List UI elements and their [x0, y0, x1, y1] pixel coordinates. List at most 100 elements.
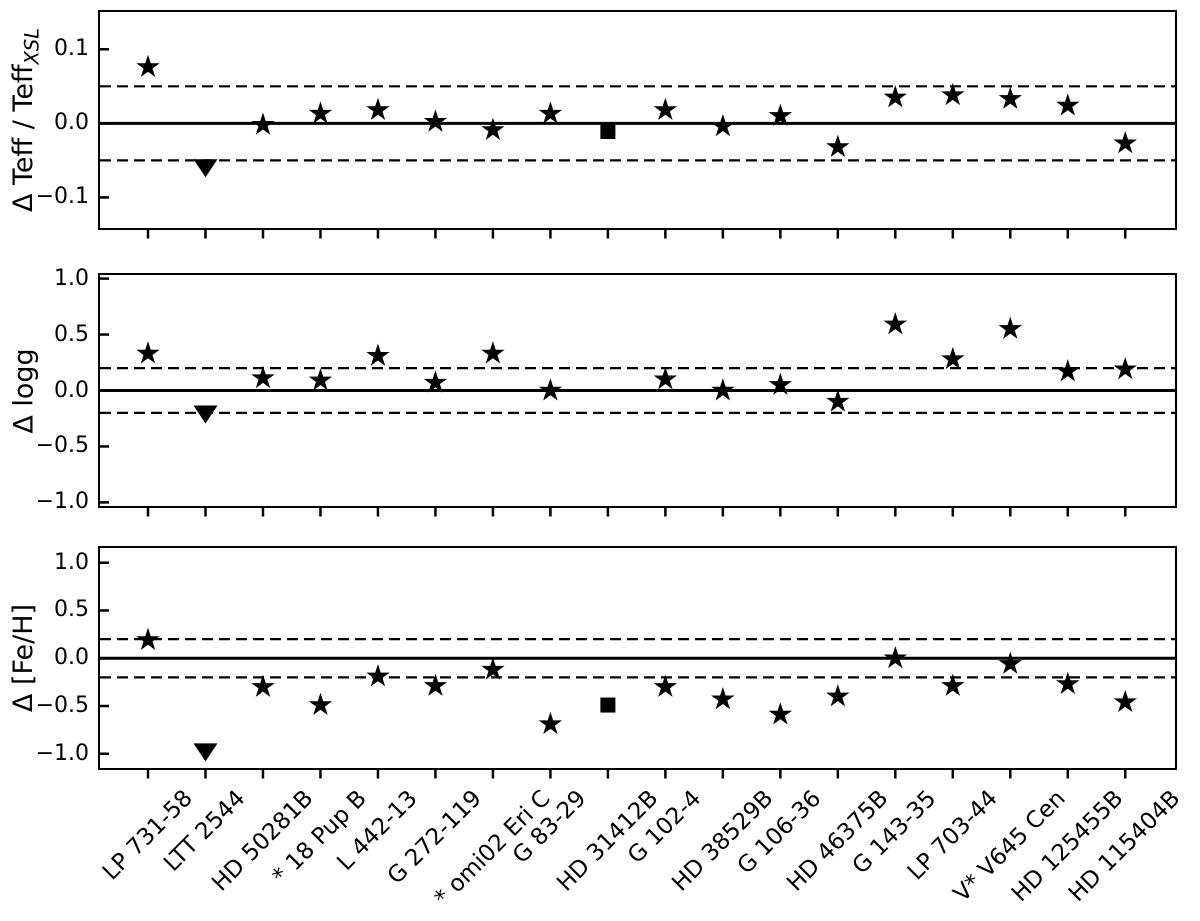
- marker-star: [826, 389, 850, 412]
- marker-star: [941, 346, 965, 370]
- x-tick-label: L 442-13: [332, 785, 423, 876]
- x-tick-label: LP 703-44: [902, 785, 1003, 886]
- marker-star: [481, 117, 505, 140]
- marker-star: [308, 368, 333, 391]
- marker-star: [251, 365, 275, 389]
- axes-spines: [98, 273, 1177, 508]
- x-tick-label: HD 46375B: [782, 785, 894, 897]
- marker-star: [136, 54, 160, 77]
- marker-star: [538, 711, 563, 735]
- panel-delta-feh: 1.0 0.5 0.0 −0.5 −1.0 Δ [Fe/H]: [8, 546, 1177, 779]
- axes-spines: [98, 546, 1177, 770]
- marker-star: [251, 674, 275, 697]
- x-tick-label: * 18 Pup B: [268, 785, 373, 890]
- marker-square: [600, 123, 616, 139]
- marker-star: [711, 687, 735, 710]
- plot-area-delta-teff: [98, 10, 1177, 239]
- y-tick-label: 0.5: [54, 321, 89, 347]
- y-axis-label-text: Δ logg: [8, 347, 40, 434]
- y-tick-label: 1.0: [54, 265, 89, 291]
- y-tick-label: 0.0: [54, 377, 89, 403]
- marker-star: [768, 702, 793, 725]
- marker-star: [481, 657, 505, 680]
- marker-star: [653, 97, 678, 120]
- x-tick-label: G 106-36: [732, 785, 827, 880]
- x-tick-label: G 102-4: [623, 785, 707, 869]
- marker-square: [600, 697, 616, 713]
- marker-star: [1113, 131, 1137, 154]
- y-axis-label-delta-logg: Δ logg: [8, 348, 40, 433]
- marker-star: [998, 316, 1022, 339]
- axes-spines: [98, 10, 1177, 230]
- y-tick-label: −0.5: [35, 693, 89, 718]
- y-tick-label: −1.0: [35, 489, 89, 515]
- marker-star: [251, 112, 275, 135]
- marker-star: [883, 85, 908, 108]
- marker-star: [308, 101, 333, 124]
- y-tick-label: 0.0: [54, 645, 89, 671]
- x-tick-label: HD 38529B: [667, 785, 779, 897]
- x-tick-label: HD 31412B: [552, 785, 664, 897]
- x-tick-label: * omi02 Eri C: [429, 785, 556, 912]
- x-tick-label: HD 115404B: [1064, 785, 1186, 908]
- y-tick-label: 0.5: [54, 597, 89, 623]
- marker-star: [1056, 671, 1080, 694]
- marker-star: [1113, 689, 1137, 713]
- marker-star: [538, 378, 563, 401]
- y-axis-label-delta-teff: Δ Teff / TeffXSL: [8, 27, 44, 213]
- marker-star: [1056, 93, 1080, 116]
- marker-star: [1113, 356, 1137, 380]
- marker-triangle-down: [193, 159, 218, 178]
- x-tick-label: HD 50281B: [207, 785, 319, 897]
- y-tick-label: 0.0: [54, 110, 89, 136]
- marker-star: [883, 312, 908, 335]
- y-tick-label: −0.5: [35, 433, 89, 459]
- marker-star: [998, 651, 1022, 674]
- marker-star: [366, 343, 390, 366]
- x-tick-label: LP 731-58: [97, 785, 198, 886]
- marker-star: [883, 645, 908, 669]
- y-tick-label: 1.0: [54, 549, 89, 575]
- marker-star: [711, 378, 735, 401]
- x-tick-label: LTT 2544: [159, 785, 251, 877]
- marker-star: [711, 113, 735, 137]
- x-tick-label: G 83-29: [508, 785, 592, 869]
- marker-star: [653, 367, 678, 390]
- marker-star: [366, 664, 390, 687]
- marker-star: [423, 673, 448, 696]
- y-tick-label: −1.0: [35, 740, 89, 766]
- marker-triangle-down: [193, 405, 218, 424]
- marker-star: [768, 372, 793, 395]
- x-tick-label: HD 125455B: [1006, 785, 1129, 908]
- y-axis-label-text: Δ [Fe/H]: [8, 603, 40, 713]
- marker-star: [423, 109, 448, 132]
- y-tick-label: 0.1: [54, 36, 89, 62]
- y-axis-label-subscript: XSL: [20, 27, 44, 65]
- y-axis-label-delta-feh: Δ [Fe/H]: [8, 604, 40, 712]
- y-tick-label: −0.1: [35, 184, 89, 210]
- x-tick-label: V* V645 Cen: [949, 785, 1071, 908]
- plot-area-delta-feh: [98, 546, 1177, 779]
- x-tick-label: G 143-35: [847, 785, 942, 880]
- marker-star: [941, 673, 965, 696]
- marker-star: [998, 86, 1022, 109]
- panel-delta-teff: 0.1 0.0 −0.1 Δ Teff / TeffXSL: [8, 10, 1177, 239]
- marker-star: [538, 101, 563, 124]
- x-tick-label: G 272-119: [383, 785, 488, 890]
- marker-triangle-down: [193, 743, 218, 762]
- plot-area-delta-logg: [98, 273, 1177, 517]
- marker-star: [423, 370, 448, 393]
- marker-star: [1056, 359, 1080, 382]
- panel-delta-logg: 1.0 0.5 0.0 −0.5 −1.0 Δ logg: [8, 266, 1177, 517]
- marker-star: [768, 103, 793, 126]
- marker-star: [941, 82, 965, 106]
- marker-star: [136, 627, 160, 651]
- marker-star: [366, 97, 390, 120]
- marker-star: [481, 341, 505, 364]
- marker-star: [308, 692, 333, 715]
- marker-star: [826, 134, 850, 157]
- marker-star: [826, 684, 850, 707]
- marker-star: [653, 674, 678, 697]
- y-axis-label-text: Δ Teff / Teff: [8, 64, 40, 213]
